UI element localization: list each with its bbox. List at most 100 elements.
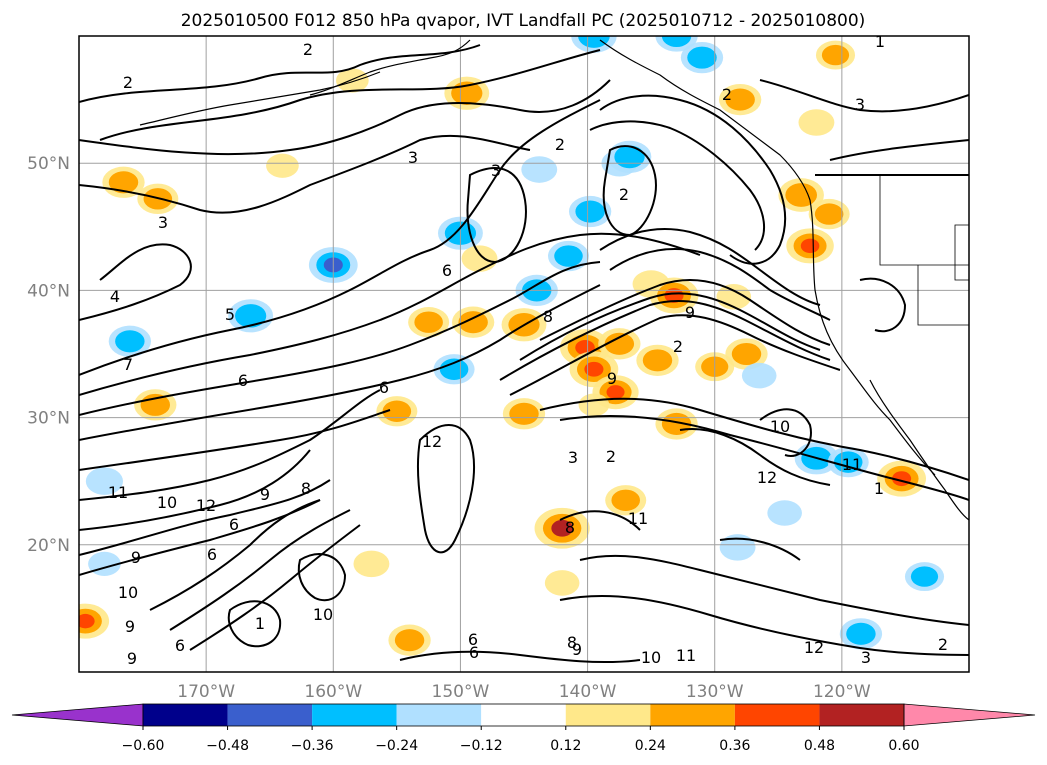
- shading-blob: [578, 393, 610, 417]
- contour-label: 6: [229, 515, 239, 534]
- contour-label: 9: [572, 640, 582, 659]
- contour-line: [719, 537, 801, 561]
- contour-label: 2: [303, 40, 313, 59]
- state-border: [879, 175, 969, 266]
- contour-label: 11: [628, 509, 648, 528]
- contour-line: [589, 120, 766, 251]
- coastline-alaska: [139, 71, 381, 126]
- contour-label: 2: [722, 85, 732, 104]
- shading-blob: [461, 245, 498, 272]
- colorbar-tick-label: 0.24: [635, 738, 666, 754]
- shading-blob-core: [731, 342, 762, 366]
- contour-label: 6: [175, 636, 185, 655]
- contour-label: 6: [238, 371, 248, 390]
- colorbar-tick-label: −0.60: [122, 738, 165, 754]
- contour-label: 2: [555, 135, 565, 154]
- contour-label: 2: [938, 635, 948, 654]
- contour-label: 9: [607, 369, 617, 388]
- longitude-tick-labels: 170°W 160°W 150°W 140°W 130°W 120°W: [177, 682, 871, 702]
- contour-label: 5: [225, 305, 235, 324]
- contour-line: [79, 99, 601, 376]
- x-tick-label: 130°W: [686, 682, 744, 702]
- shading-blob: [741, 362, 777, 389]
- contour-line: [79, 409, 391, 471]
- colorbar-frame: [142, 703, 905, 727]
- contour-label: 3: [568, 448, 578, 467]
- contour-label: 7: [123, 355, 133, 374]
- x-tick-label: 160°W: [304, 682, 362, 702]
- contour-label: 2: [619, 185, 629, 204]
- contour-label: 2: [123, 73, 133, 92]
- contour-label: 12: [422, 432, 442, 451]
- shading-blob: [521, 156, 558, 183]
- colorbar-tick-label: −0.12: [460, 738, 503, 754]
- state-border: [954, 224, 969, 281]
- shading-blob-core: [833, 451, 863, 473]
- contour-line: [79, 243, 192, 321]
- contour-label: 9: [260, 485, 270, 504]
- coastline-west-us: [809, 199, 936, 476]
- contour-line: [297, 553, 347, 602]
- colorbar-tick-label: −0.48: [206, 738, 249, 754]
- coastline-bc: [599, 39, 811, 201]
- contour-line: [609, 248, 831, 321]
- shading-blob-core: [611, 489, 640, 511]
- shading-blob: [266, 153, 299, 178]
- contour-line: [559, 510, 641, 531]
- contour-label: 3: [861, 648, 871, 667]
- contour-line: [759, 79, 969, 113]
- x-tick-label: 120°W: [813, 682, 871, 702]
- contour-line: [759, 408, 812, 457]
- contour-line: [79, 389, 381, 501]
- colorbar-segment: [481, 704, 566, 726]
- colorbar-segment: [734, 704, 820, 726]
- latitude-tick-labels: 20°N 30°N 40°N 50°N: [27, 154, 70, 556]
- contour-label: 12: [804, 638, 824, 657]
- contour-label: 10: [641, 648, 661, 667]
- contour-line: [599, 228, 821, 306]
- shading-blob-core: [414, 311, 443, 333]
- contour-label: 8: [543, 307, 553, 326]
- contour-label: 6: [468, 630, 478, 649]
- contour-label: 10: [118, 583, 138, 602]
- y-tick-label: 50°N: [27, 154, 70, 174]
- contour-line: [79, 261, 601, 416]
- contour-line: [169, 509, 351, 631]
- shading-blob-core: [910, 566, 939, 587]
- colorbar-extend-high: [903, 703, 1036, 727]
- contour-label: 9: [125, 617, 135, 636]
- colorbar-tick-label: −0.36: [291, 738, 334, 754]
- shading-blob: [353, 550, 390, 578]
- colorbar-tick-label: 0.12: [550, 738, 581, 754]
- contour-label: 3: [491, 161, 501, 180]
- colorbar-segment: [650, 704, 735, 726]
- chart-title: 2025010500 F012 850 hPa qvapor, IVT Land…: [181, 11, 866, 31]
- contour-label: 11: [842, 455, 862, 474]
- coastline-baja: [869, 379, 969, 521]
- x-tick-label: 140°W: [559, 682, 617, 702]
- shading-blob: [544, 570, 580, 596]
- contour-line: [539, 279, 831, 346]
- contour-label: 6: [207, 545, 217, 564]
- contour-line: [859, 277, 907, 333]
- contour-line: [227, 600, 282, 648]
- shading-blob-peak: [79, 613, 95, 629]
- coastline-alaska-pen: [309, 39, 471, 96]
- contour-label: 2: [606, 447, 616, 466]
- shading-blob: [719, 534, 756, 561]
- shading-blob-peak: [664, 288, 684, 303]
- shading-blob-core: [108, 171, 139, 194]
- contour-label: 3: [408, 148, 418, 167]
- shading-blob-core: [382, 400, 412, 422]
- contour-label: 6: [379, 378, 389, 397]
- colorbar-tick-label: −0.24: [375, 738, 418, 754]
- shading-blob-peak: [800, 238, 820, 254]
- x-tick-label: 150°W: [432, 682, 490, 702]
- contour-label: 6: [469, 643, 479, 662]
- contour-line: [579, 554, 969, 626]
- contour-label: 1: [875, 32, 885, 51]
- contour-label: 1: [255, 614, 265, 633]
- contour-line: [79, 79, 611, 156]
- contour-label: 6: [442, 261, 452, 280]
